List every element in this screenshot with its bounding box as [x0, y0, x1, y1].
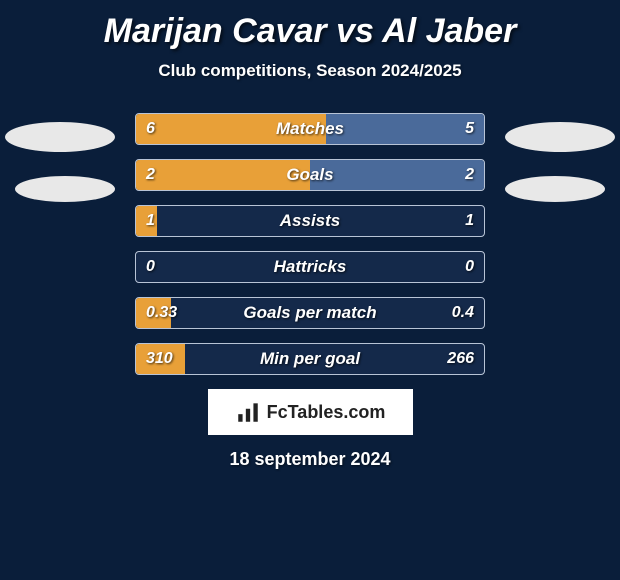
stat-value-right: 2	[465, 166, 474, 184]
stat-value-left: 6	[146, 120, 155, 138]
stat-value-left: 0.33	[146, 304, 177, 322]
stat-value-left: 310	[146, 350, 173, 368]
stats-container: 6 Matches 5 2 Goals 2 1 Assists 1 0 Hatt…	[135, 113, 485, 375]
stat-label: Min per goal	[260, 349, 360, 369]
bar-right	[326, 114, 484, 144]
vs-text: vs	[336, 12, 374, 50]
stat-label: Goals	[286, 165, 333, 185]
stat-row: 0 Hattricks 0	[135, 251, 485, 283]
player1-name: Marijan Cavar	[104, 12, 327, 50]
stat-value-right: 1	[465, 212, 474, 230]
stat-value-left: 1	[146, 212, 155, 230]
player2-name: Al Jaber	[382, 12, 516, 50]
stat-value-right: 0.4	[452, 304, 474, 322]
footer-logo: FcTables.com	[208, 389, 413, 435]
stat-label: Matches	[276, 119, 344, 139]
stat-value-right: 5	[465, 120, 474, 138]
footer-date: 18 september 2024	[0, 449, 620, 470]
stat-value-right: 266	[447, 350, 474, 368]
stat-label: Assists	[280, 211, 340, 231]
footer-logo-text: FcTables.com	[267, 402, 386, 423]
stat-row: 1 Assists 1	[135, 205, 485, 237]
bar-left	[136, 160, 310, 190]
team-crest-right-2	[505, 176, 605, 202]
team-crest-right-1	[505, 122, 615, 152]
team-crest-left-1	[5, 122, 115, 152]
stat-label: Goals per match	[243, 303, 376, 323]
stat-label: Hattricks	[274, 257, 347, 277]
stat-value-left: 0	[146, 258, 155, 276]
stat-row: 310 Min per goal 266	[135, 343, 485, 375]
stat-row: 6 Matches 5	[135, 113, 485, 145]
stat-value-left: 2	[146, 166, 155, 184]
team-crest-left-2	[15, 176, 115, 202]
stat-value-right: 0	[465, 258, 474, 276]
stat-row: 2 Goals 2	[135, 159, 485, 191]
bar-right	[310, 160, 484, 190]
stat-row: 0.33 Goals per match 0.4	[135, 297, 485, 329]
subtitle: Club competitions, Season 2024/2025	[0, 61, 620, 81]
chart-icon	[235, 399, 261, 425]
page-title: Marijan Cavar vs Al Jaber	[0, 0, 620, 51]
